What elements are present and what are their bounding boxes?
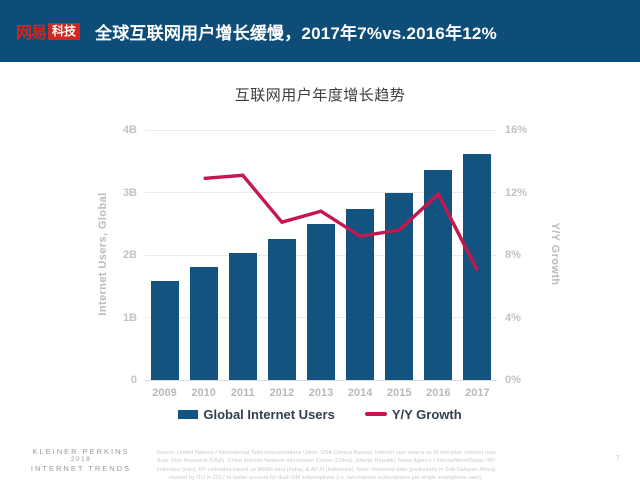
right-axis-tick: 4% xyxy=(505,311,521,324)
right-axis-tick: 0% xyxy=(505,374,521,386)
gridline xyxy=(145,192,497,193)
right-axis-tick: 16% xyxy=(505,124,528,136)
right-axis-tick: 8% xyxy=(505,249,521,261)
page-number: 7 xyxy=(615,453,621,462)
x-axis-label: 2016 xyxy=(426,387,451,399)
legend-label: Y/Y Growth xyxy=(391,406,462,422)
left-axis-tick: 0 xyxy=(130,374,137,386)
bar-2010 xyxy=(189,266,218,380)
x-axis-label: 2009 xyxy=(152,387,177,399)
x-axis-label: 2014 xyxy=(347,387,373,399)
source-line: Source: United Nations / International T… xyxy=(156,450,496,456)
right-axis-label: Y/Y Growth xyxy=(549,222,561,286)
source-line: data: Pew Research (USA), China Internet… xyxy=(157,458,495,465)
left-axis-tick: 2B xyxy=(122,249,137,261)
x-axis-label: 2010 xyxy=(191,387,216,399)
gridline xyxy=(145,379,497,381)
kleiner-perkins-brand: KLEINER PERKINS 2018 INTERNET TRENDS xyxy=(16,447,146,473)
logo-sub-badge: 科技 xyxy=(48,22,81,40)
x-axis-label: 2011 xyxy=(230,387,255,399)
gridline xyxy=(145,129,497,131)
bar-2016 xyxy=(424,170,453,380)
source-line: revised by ITU in 2017 to better account… xyxy=(169,475,483,480)
source-note: Source: United Nations / International T… xyxy=(128,449,524,480)
brand-line-3: INTERNET TRENDS xyxy=(30,464,132,473)
header-bar: 网易 科技 全球互联网用户增长缓慢，2017年7%vs.2016年12% xyxy=(0,0,640,62)
legend-label: Global Internet Users xyxy=(203,406,335,422)
bar-2013 xyxy=(307,223,335,380)
x-axis-label: 2012 xyxy=(269,387,295,399)
right-axis-tick: 12% xyxy=(505,186,528,199)
left-axis-label: Internet Users, Global xyxy=(97,192,109,316)
legend-item-bars: Global Internet Users xyxy=(178,406,335,422)
bar-2015 xyxy=(385,192,414,380)
logo-brand-text: 网易 xyxy=(16,25,47,42)
brand-line-2: 2018 xyxy=(70,456,92,463)
left-axis-tick: 3B xyxy=(122,186,137,199)
left-axis-tick: 4B xyxy=(122,124,137,136)
line-swatch-icon xyxy=(364,412,387,416)
bar-2009 xyxy=(150,280,179,380)
x-axis-label: 2017 xyxy=(465,387,490,399)
left-axis-tick: 1B xyxy=(122,311,137,324)
bar-2011 xyxy=(228,252,257,380)
bar-2012 xyxy=(267,238,296,380)
x-axis-label: 2015 xyxy=(386,387,412,399)
bar-swatch-icon xyxy=(178,409,199,419)
netease-tech-logo: 网易 科技 xyxy=(16,19,81,43)
growth-line xyxy=(203,173,479,272)
combo-chart: 0 0% 1B 4% 2B 8% 3B 12% 4B 16% Internet Users, Glo… xyxy=(90,120,561,410)
x-axis-label: 2013 xyxy=(308,387,334,399)
brand-line-1: KLEINER PERKINS xyxy=(32,447,130,456)
chart-title: 互联网用户年度增长趋势 xyxy=(234,87,406,104)
slide-headline: 全球互联网用户增长缓慢，2017年7%vs.2016年12% xyxy=(95,23,497,43)
source-line: estimates (Iran), KP estimates based on … xyxy=(156,466,496,473)
legend-item-line: Y/Y Growth xyxy=(364,406,462,422)
chart-legend: Global Internet Users Y/Y Growth xyxy=(90,404,550,424)
